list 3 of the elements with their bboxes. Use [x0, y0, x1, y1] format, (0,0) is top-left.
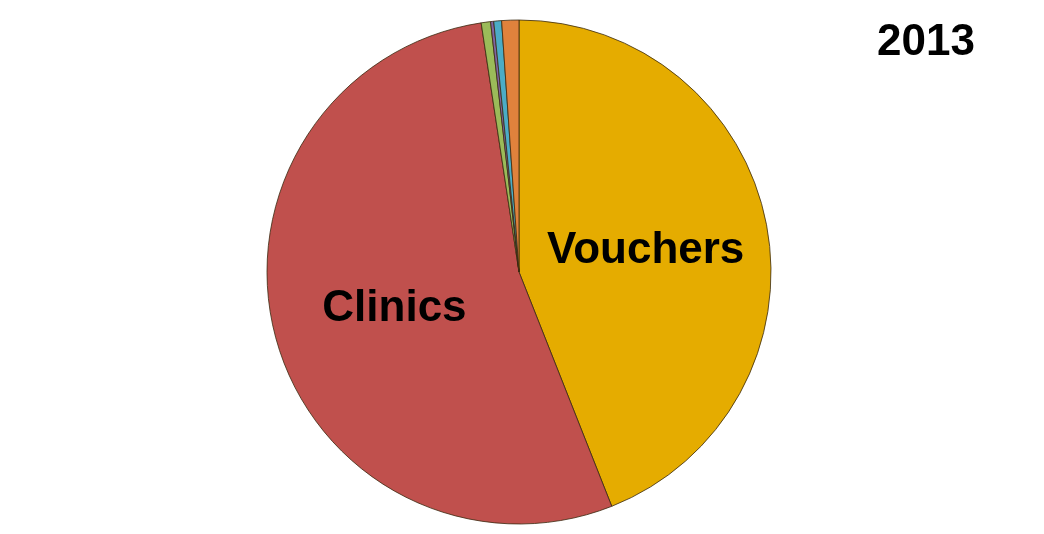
slice-label: Vouchers — [547, 223, 745, 273]
slice-label: Clinics — [322, 281, 467, 331]
text: 2013 — [877, 14, 976, 64]
